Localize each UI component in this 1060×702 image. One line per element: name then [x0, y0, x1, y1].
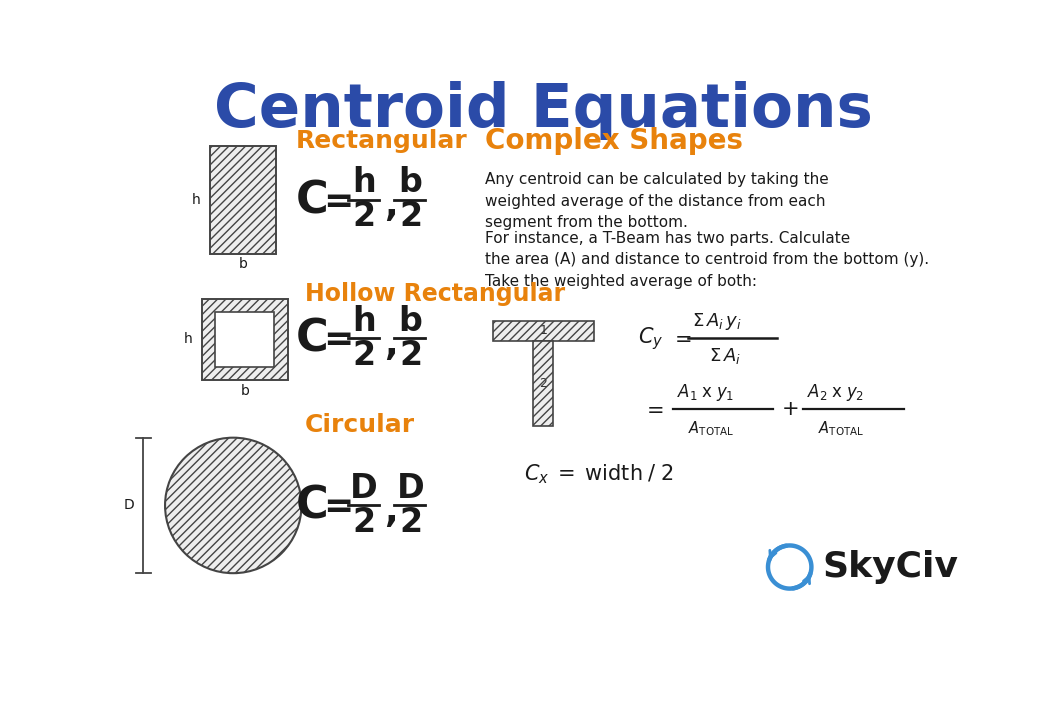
- Text: $A_2\;\mathrm{x}\;y_2$: $A_2\;\mathrm{x}\;y_2$: [807, 382, 864, 403]
- Text: Centroid Equations: Centroid Equations: [214, 81, 872, 140]
- Text: $\mathbf{2}$: $\mathbf{2}$: [399, 506, 421, 539]
- Text: $\mathbf{2}$: $\mathbf{2}$: [352, 339, 374, 372]
- Text: Rectangular: Rectangular: [296, 129, 467, 153]
- Text: $A_{\mathrm{TOTAL}}$: $A_{\mathrm{TOTAL}}$: [818, 419, 864, 438]
- Text: $\mathbf{h}$: $\mathbf{h}$: [352, 166, 375, 199]
- Text: h: h: [184, 333, 193, 347]
- Text: $\mathbf{,}$: $\mathbf{,}$: [385, 189, 396, 223]
- Bar: [533, 341, 553, 426]
- Text: $\mathbf{D}$: $\mathbf{D}$: [350, 472, 377, 505]
- Text: $A_{\mathrm{TOTAL}}$: $A_{\mathrm{TOTAL}}$: [688, 419, 735, 438]
- Text: $\mathbf{2}$: $\mathbf{2}$: [399, 200, 421, 233]
- Text: $\mathbf{=}$: $\mathbf{=}$: [316, 322, 352, 355]
- Text: $\mathbf{C}$: $\mathbf{C}$: [296, 178, 328, 221]
- Text: $\mathbf{D}$: $\mathbf{D}$: [396, 472, 424, 505]
- Text: $\mathbf{,}$: $\mathbf{,}$: [385, 495, 396, 529]
- Text: $\Sigma\, A_i\, y_i$: $\Sigma\, A_i\, y_i$: [692, 311, 742, 332]
- Text: $\Sigma\, A_i$: $\Sigma\, A_i$: [709, 346, 741, 366]
- Bar: [493, 322, 594, 341]
- Bar: [202, 299, 287, 380]
- Text: $\mathbf{=}$: $\mathbf{=}$: [316, 183, 352, 217]
- Text: $\mathbf{,}$: $\mathbf{,}$: [385, 328, 396, 362]
- Text: $\mathbf{C}$: $\mathbf{C}$: [296, 484, 328, 527]
- Text: $\mathbf{2}$: $\mathbf{2}$: [352, 200, 374, 233]
- Text: 1: 1: [540, 324, 547, 337]
- Text: D: D: [124, 498, 135, 512]
- Text: Any centroid can be calculated by taking the
weighted average of the distance fr: Any centroid can be calculated by taking…: [485, 172, 829, 230]
- Text: $C_y$: $C_y$: [638, 325, 664, 352]
- Text: Complex Shapes: Complex Shapes: [485, 127, 743, 155]
- Circle shape: [165, 437, 301, 574]
- Text: 2: 2: [540, 377, 547, 390]
- Text: $\mathbf{C}$: $\mathbf{C}$: [296, 317, 328, 360]
- Text: $\mathbf{b}$: $\mathbf{b}$: [398, 166, 422, 199]
- Text: $\mathbf{=}$: $\mathbf{=}$: [316, 489, 352, 522]
- Text: $\mathbf{h}$: $\mathbf{h}$: [352, 305, 375, 338]
- Text: b: b: [241, 384, 249, 398]
- Text: $C_x\;=\;\mathrm{width}\;/\;2$: $C_x\;=\;\mathrm{width}\;/\;2$: [524, 463, 673, 486]
- Text: $+$: $+$: [781, 399, 798, 419]
- Text: $\mathbf{2}$: $\mathbf{2}$: [352, 506, 374, 539]
- Text: $=$: $=$: [670, 329, 692, 348]
- Text: $A_1\;\mathrm{x}\;y_1$: $A_1\;\mathrm{x}\;y_1$: [676, 382, 734, 403]
- Text: Circular: Circular: [304, 413, 414, 437]
- Text: Hollow Rectangular: Hollow Rectangular: [304, 282, 565, 305]
- Text: SkyCiv: SkyCiv: [823, 550, 958, 584]
- Bar: [210, 146, 276, 253]
- Text: For instance, a T-Beam has two parts. Calculate
the area (A) and distance to cen: For instance, a T-Beam has two parts. Ca…: [485, 230, 930, 289]
- Text: h: h: [192, 193, 200, 207]
- Text: $\mathbf{2}$: $\mathbf{2}$: [399, 339, 421, 372]
- Text: b: b: [238, 258, 247, 272]
- Text: $=$: $=$: [641, 399, 664, 419]
- Text: $\mathbf{b}$: $\mathbf{b}$: [398, 305, 422, 338]
- Bar: [215, 312, 275, 367]
